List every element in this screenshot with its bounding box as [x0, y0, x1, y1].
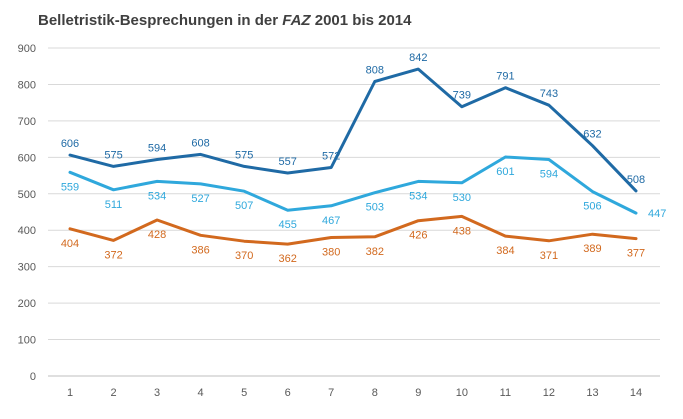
- data-label-series3-1: 404: [61, 238, 79, 250]
- series-line-1: [68, 67, 638, 193]
- data-label-series3-10: 438: [453, 225, 471, 237]
- x-tick-label-7: 7: [328, 387, 334, 399]
- data-label-series1-6: 557: [279, 156, 297, 168]
- x-tick-label-9: 9: [415, 387, 421, 399]
- data-label-series1-2: 575: [104, 149, 122, 161]
- data-label-series2-9: 534: [409, 190, 427, 202]
- y-tick-label-800: 800: [18, 79, 36, 91]
- x-tick-label-2: 2: [110, 387, 116, 399]
- data-label-series3-4: 386: [191, 244, 209, 256]
- data-label-series3-12: 371: [540, 250, 558, 262]
- x-tick-label-3: 3: [154, 387, 160, 399]
- x-tick-label-1: 1: [67, 387, 73, 399]
- data-label-series1-7: 572: [322, 151, 340, 163]
- data-label-series2-12: 594: [540, 169, 558, 181]
- series-line-3: [68, 214, 638, 246]
- series-line-2: [68, 155, 638, 215]
- y-tick-label-500: 500: [18, 189, 36, 201]
- data-label-series2-1: 559: [61, 181, 79, 193]
- data-label-series1-4: 608: [191, 137, 209, 149]
- data-label-series2-10: 530: [453, 192, 471, 204]
- data-label-series2-2: 511: [105, 199, 123, 211]
- y-tick-label-400: 400: [18, 225, 36, 237]
- x-tick-label-12: 12: [543, 387, 555, 399]
- y-tick-label-900: 900: [18, 43, 36, 55]
- data-label-series3-2: 372: [104, 249, 122, 261]
- x-tick-label-10: 10: [456, 387, 468, 399]
- data-label-series3-13: 389: [583, 243, 601, 255]
- x-tick-label-5: 5: [241, 387, 247, 399]
- chart-title: Belletristik-Besprechungen in der FAZ 20…: [38, 12, 412, 29]
- data-label-series3-14: 377: [627, 248, 645, 260]
- data-label-series3-9: 426: [409, 230, 427, 242]
- data-label-series1-3: 594: [148, 143, 166, 155]
- data-label-series2-11: 601: [496, 166, 514, 178]
- y-tick-label-0: 0: [30, 371, 36, 383]
- data-label-series2-3: 534: [148, 190, 166, 202]
- data-label-series3-8: 382: [366, 246, 384, 258]
- x-tick-label-8: 8: [372, 387, 378, 399]
- x-tick-label-11: 11: [500, 387, 511, 399]
- data-label-series1-5: 575: [235, 149, 253, 161]
- y-tick-label-600: 600: [18, 152, 36, 164]
- y-tick-label-700: 700: [18, 116, 36, 128]
- data-label-series2-6: 455: [279, 219, 297, 231]
- data-label-series1-1: 606: [61, 138, 79, 150]
- data-label-series2-7: 467: [322, 215, 340, 227]
- data-label-series1-12: 743: [540, 88, 558, 100]
- data-label-series3-3: 428: [148, 229, 166, 241]
- data-label-series1-10: 739: [453, 90, 471, 102]
- data-label-series2-4: 527: [191, 193, 209, 205]
- data-label-series1-11: 791: [496, 71, 514, 83]
- y-tick-label-300: 300: [18, 262, 36, 274]
- data-label-series2-14: 447: [648, 208, 666, 220]
- data-label-series3-6: 362: [279, 253, 297, 265]
- y-tick-label-100: 100: [18, 335, 36, 347]
- y-tick-label-200: 200: [18, 298, 36, 310]
- data-label-series2-5: 507: [235, 200, 253, 212]
- x-tick-label-4: 4: [198, 387, 204, 399]
- x-tick-label-13: 13: [586, 387, 598, 399]
- data-label-series2-13: 506: [583, 201, 601, 213]
- data-label-series1-8: 808: [366, 65, 384, 77]
- data-label-series2-8: 503: [366, 202, 384, 214]
- data-label-series1-14: 508: [627, 174, 645, 186]
- x-tick-label-6: 6: [285, 387, 291, 399]
- data-label-series3-7: 380: [322, 247, 340, 259]
- data-label-series3-5: 370: [235, 250, 253, 262]
- x-tick-label-14: 14: [630, 387, 642, 399]
- data-label-series3-11: 384: [496, 245, 514, 257]
- data-label-series1-9: 842: [409, 52, 427, 64]
- data-label-series1-13: 632: [583, 129, 601, 141]
